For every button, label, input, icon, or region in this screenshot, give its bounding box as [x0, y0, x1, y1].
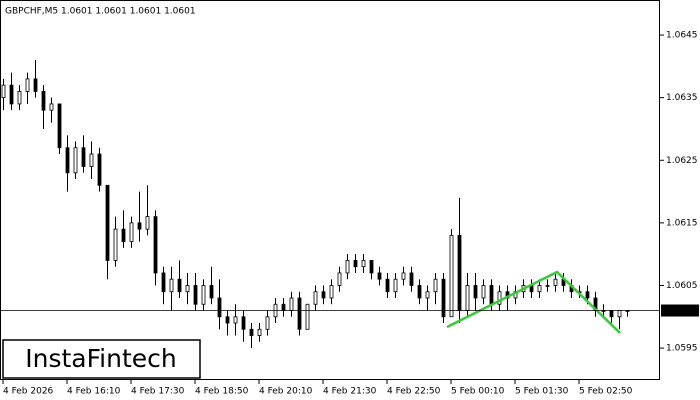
candle-body — [49, 103, 54, 111]
candle-body — [9, 84, 14, 105]
candle-body — [313, 291, 318, 305]
candle-body — [553, 278, 558, 286]
x-tick-label: 4 Feb 22:50 — [387, 387, 441, 397]
candle-body — [297, 297, 302, 330]
candle-body — [153, 216, 158, 274]
candle-body — [145, 216, 150, 230]
candle-body — [249, 328, 254, 336]
x-tick-label: 4 Feb 20:10 — [259, 387, 313, 397]
candle-body — [105, 184, 110, 261]
candle-body — [57, 103, 62, 149]
candle-body — [41, 91, 46, 111]
candle-body — [169, 278, 174, 293]
y-tick-label: 1.0615 — [666, 218, 698, 228]
candle-body — [473, 285, 478, 299]
candle-body — [441, 278, 446, 318]
logo-text: InstaFintech — [25, 344, 177, 373]
candle-body — [225, 316, 230, 324]
candle-body — [305, 303, 310, 330]
marks — [1, 60, 630, 349]
candle-body — [33, 78, 38, 92]
candle-body — [89, 153, 94, 167]
candle-body — [377, 272, 382, 280]
candle-body — [113, 228, 118, 261]
candle-body — [385, 278, 390, 293]
candle-body — [185, 285, 190, 293]
x-tick-label: 5 Feb 01:30 — [515, 387, 569, 397]
candle-body — [257, 328, 262, 336]
candle-body — [481, 285, 486, 299]
x-tick-label: 5 Feb 02:50 — [579, 387, 633, 397]
candle-body — [177, 278, 182, 293]
candle-body — [137, 222, 142, 230]
chart-title: GBPCHF,M5 1.0601 1.0601 1.0601 1.0601 — [5, 7, 196, 17]
candle-body — [73, 147, 78, 174]
candle-body — [233, 316, 238, 324]
candle-body — [129, 222, 134, 243]
candle-body — [465, 285, 470, 311]
candle-body — [393, 278, 398, 293]
candle-body — [193, 285, 198, 305]
last-price-label: 1.0601 — [666, 306, 698, 316]
candle-body — [353, 260, 358, 268]
candle-body — [161, 272, 166, 293]
x-tick-label: 4 Feb 21:30 — [323, 387, 377, 397]
candle-body — [337, 272, 342, 286]
candle-body — [65, 147, 70, 174]
x-tick-label: 4 Feb 17:30 — [131, 387, 185, 397]
candle-body — [217, 297, 222, 318]
candle-body — [409, 272, 414, 286]
x-tick-label: 4 Feb 16:10 — [67, 387, 121, 397]
candle-body — [497, 291, 502, 305]
candle-body — [585, 291, 590, 299]
x-tick-label: 4 Feb 2026 — [3, 387, 54, 397]
candle-body — [17, 91, 22, 105]
candle-body — [457, 234, 462, 311]
plot-area — [0, 0, 660, 380]
x-tick-label: 4 Feb 18:50 — [195, 387, 249, 397]
candle-body — [329, 285, 334, 299]
candle-body — [209, 285, 214, 299]
candle-body — [241, 316, 246, 330]
candle-body — [361, 260, 366, 268]
y-tick-label: 1.0635 — [666, 93, 698, 103]
candle-body — [433, 278, 438, 293]
candle-body — [369, 260, 374, 274]
pattern-line — [446, 270, 621, 334]
candle-body — [617, 310, 622, 318]
candle-body — [425, 291, 430, 299]
candle-body — [609, 310, 614, 318]
candle-body — [449, 234, 454, 318]
candle-body — [289, 297, 294, 311]
candle-body — [121, 228, 126, 243]
y-tick-label: 1.0625 — [666, 156, 698, 166]
last-price-box — [661, 304, 699, 317]
candle-body — [417, 285, 422, 299]
y-tick-label: 1.0595 — [666, 344, 698, 354]
y-tick-label: 1.0645 — [666, 31, 698, 41]
candle-body — [1, 84, 6, 99]
candle-body — [545, 285, 550, 287]
logo-box — [2, 339, 201, 379]
candle-body — [81, 147, 86, 167]
candle-body — [401, 272, 406, 280]
candle-body — [201, 285, 206, 305]
candle-body — [489, 285, 494, 305]
candle-body — [25, 78, 30, 92]
candle-body — [345, 260, 350, 274]
y-tick-label: 1.0605 — [666, 281, 698, 291]
candle-body — [97, 153, 102, 186]
candle-body — [537, 285, 542, 293]
candle-body — [281, 303, 286, 311]
candle-body — [321, 291, 326, 299]
x-tick-label: 5 Feb 00:10 — [451, 387, 505, 397]
candle-body — [265, 316, 270, 330]
